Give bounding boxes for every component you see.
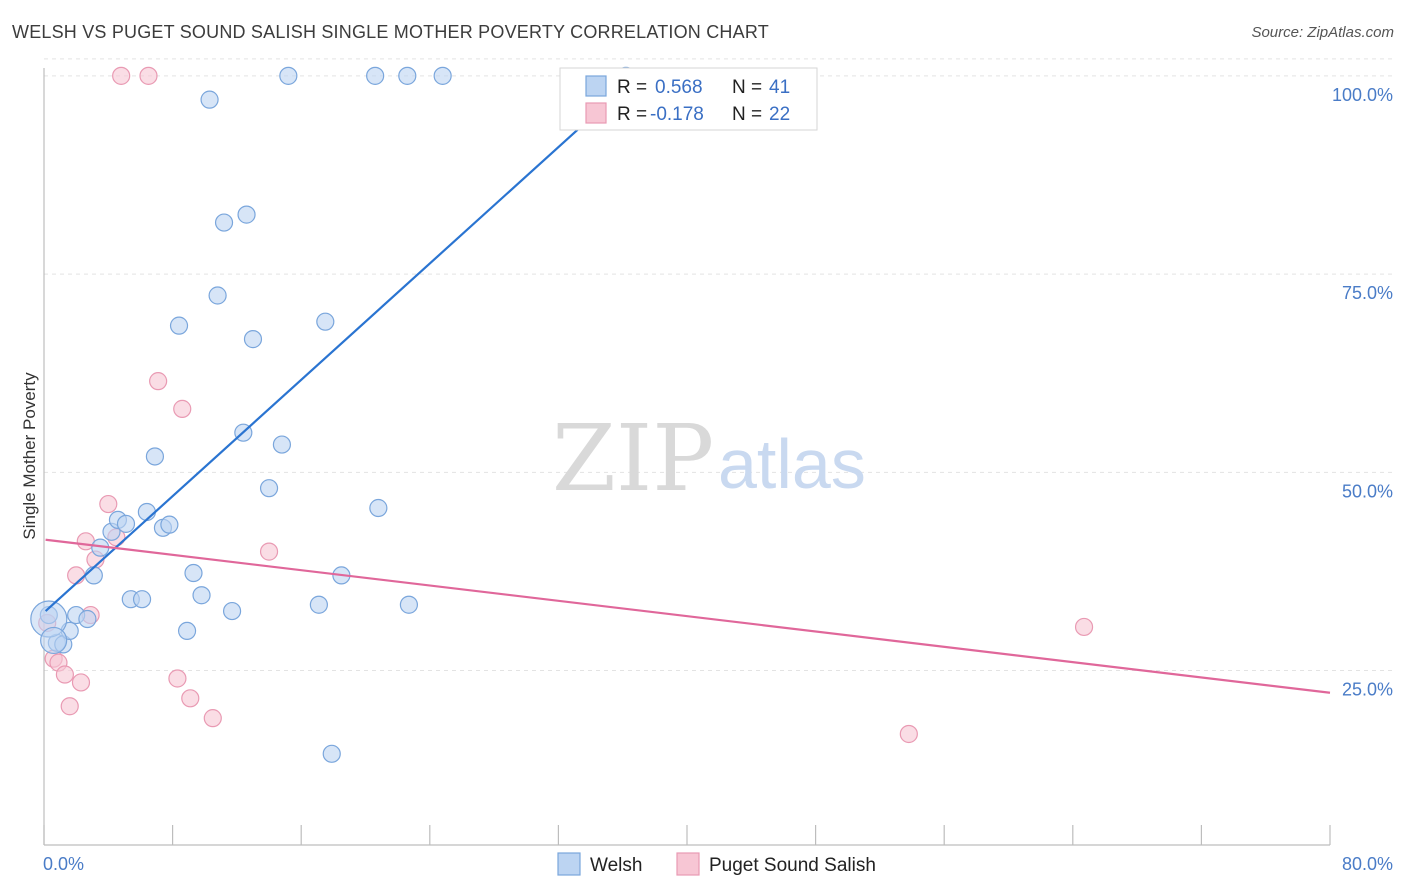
source-credit: Source: ZipAtlas.com — [1251, 24, 1394, 41]
welsh-point-20 — [192, 586, 211, 605]
stats-n-label-salish: N = — [732, 104, 762, 125]
salish-point-13 — [139, 66, 158, 85]
welsh-point-36 — [369, 498, 388, 518]
legend: Welsh Puget Sound Salish — [557, 852, 876, 876]
welsh-point-cluster-2 — [40, 626, 68, 655]
legend-swatch-salish — [676, 852, 700, 876]
welsh-point-30 — [279, 66, 298, 85]
welsh-point-33 — [322, 744, 341, 763]
stats-n-value-welsh: 41 — [769, 77, 790, 98]
welsh-point-32 — [309, 595, 328, 614]
salish-point-10 — [99, 494, 118, 514]
salish-point-19 — [259, 542, 279, 561]
stats-r-label-salish: R = — [617, 104, 647, 125]
salish-point-18 — [203, 709, 222, 728]
welsh-point-10 — [116, 514, 136, 533]
welsh-point-22 — [208, 286, 227, 305]
grid-lines — [44, 58, 1392, 672]
welsh-point-38 — [399, 595, 419, 614]
x-tick-label-max: 80.0% — [1342, 854, 1393, 874]
welsh-point-39 — [433, 66, 452, 85]
legend-item-welsh[interactable]: Welsh — [557, 852, 642, 876]
welsh-point-14 — [145, 447, 165, 466]
stats-n-label-welsh: N = — [732, 77, 762, 98]
salish-point-21 — [1074, 617, 1094, 637]
salish-point-6 — [71, 673, 91, 692]
welsh-point-17 — [169, 316, 189, 335]
axes — [43, 68, 1331, 846]
y-tick-label-2: 75.0% — [1342, 283, 1393, 303]
salish-point-4 — [60, 697, 79, 716]
salish-point-20 — [899, 724, 918, 744]
y-axis-label: Single Mother Poverty — [20, 372, 39, 540]
welsh-point-5 — [78, 609, 97, 629]
welsh-point-16 — [160, 515, 179, 534]
salish-point-14 — [149, 372, 168, 391]
trend-lines — [44, 75, 1331, 694]
legend-label-welsh: Welsh — [590, 855, 642, 876]
y-tick-label-3: 100.0% — [1332, 85, 1393, 105]
salish-point-15 — [168, 669, 187, 688]
stats-swatch-welsh — [585, 75, 607, 97]
welsh-point-13 — [137, 502, 156, 522]
y-tick-label-0: 25.0% — [1342, 680, 1393, 700]
chart-title: WELSH VS PUGET SOUND SALISH SINGLE MOTHE… — [12, 22, 769, 42]
welsh-point-27 — [243, 330, 263, 349]
welsh-point-28 — [259, 479, 279, 498]
salish-point-5 — [67, 566, 86, 585]
welsh-point-31 — [316, 312, 335, 331]
trend-line-salish — [45, 538, 1331, 694]
legend-label-salish: Puget Sound Salish — [709, 855, 876, 876]
stats-box: R = 0.568 N = 41 R = -0.178 N = 22 — [559, 67, 818, 131]
salish-point-16 — [173, 399, 192, 418]
welsh-point-19 — [184, 563, 203, 583]
welsh-point-21 — [200, 90, 219, 109]
welsh-point-26 — [237, 205, 256, 224]
welsh-point-24 — [222, 601, 242, 621]
welsh-point-6 — [84, 566, 103, 585]
x-tick-label-min: 0.0% — [43, 854, 84, 874]
stats-r-value-welsh: 0.568 — [655, 77, 703, 98]
salish-point-3 — [55, 665, 74, 684]
y-tick-label-1: 50.0% — [1342, 481, 1393, 501]
salish-point-17 — [181, 689, 200, 708]
stats-swatch-salish — [585, 102, 607, 124]
watermark: ZIP atlas — [552, 405, 866, 512]
watermark-zip: ZIP — [552, 405, 714, 512]
stats-r-label-welsh: R = — [617, 77, 647, 98]
trend-line-welsh — [44, 75, 638, 612]
welsh-point-18 — [177, 621, 197, 641]
stats-n-value-salish: 22 — [769, 104, 790, 125]
welsh-point-35 — [366, 66, 385, 85]
stats-r-value-salish: -0.178 — [650, 104, 704, 125]
series-welsh — [30, 66, 636, 763]
welsh-point-29 — [272, 435, 292, 454]
welsh-point-12 — [132, 590, 152, 609]
salish-point-12 — [112, 66, 131, 85]
legend-item-puget-sound-salish[interactable]: Puget Sound Salish — [676, 852, 876, 876]
y-tick-labels: 25.0% 50.0% 75.0% 100.0% — [1332, 85, 1393, 700]
legend-swatch-welsh — [557, 852, 581, 876]
welsh-point-23 — [214, 213, 234, 232]
welsh-point-37 — [398, 66, 417, 85]
watermark-atlas: atlas — [718, 425, 866, 503]
